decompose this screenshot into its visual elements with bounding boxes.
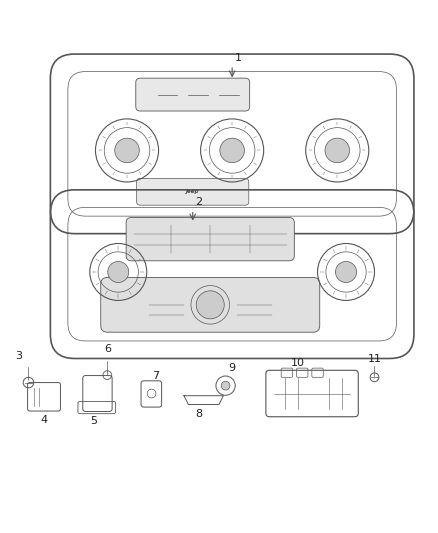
Text: 9: 9 [229,364,236,374]
Text: 4: 4 [40,415,47,425]
Text: 8: 8 [196,409,203,419]
Circle shape [325,138,350,163]
Circle shape [336,262,357,282]
Circle shape [108,262,129,282]
Text: 11: 11 [367,354,381,364]
Text: 10: 10 [291,358,305,368]
Circle shape [115,138,139,163]
Text: 6: 6 [104,344,111,354]
FancyBboxPatch shape [136,78,250,111]
FancyBboxPatch shape [126,217,294,261]
Text: 7: 7 [152,372,159,381]
Text: 1: 1 [234,53,241,63]
Text: 5: 5 [90,416,97,426]
Text: Jeep: Jeep [186,189,199,195]
Circle shape [220,138,244,163]
Circle shape [221,381,230,390]
Text: 2: 2 [195,197,202,207]
FancyBboxPatch shape [137,179,249,205]
FancyBboxPatch shape [101,278,320,332]
Text: 3: 3 [15,351,22,361]
Circle shape [196,291,224,319]
